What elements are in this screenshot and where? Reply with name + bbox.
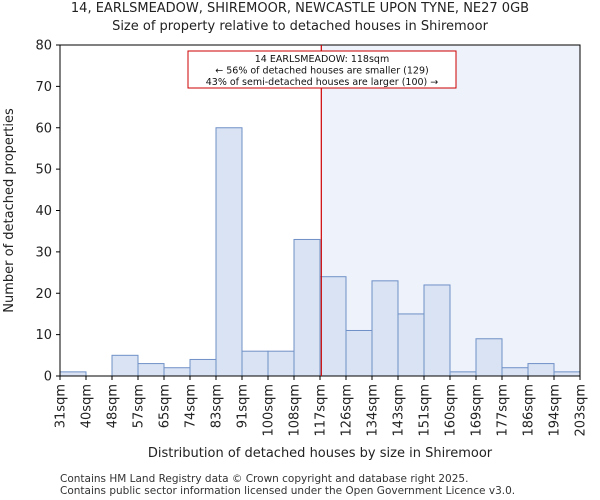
x-tick-label: 40sqm bbox=[80, 384, 95, 428]
histogram-bar bbox=[345, 329, 373, 377]
histogram-bar bbox=[215, 127, 243, 377]
histogram-bar bbox=[501, 367, 529, 377]
histogram-bar bbox=[59, 371, 87, 377]
footer-line-2: Contains public sector information licen… bbox=[60, 485, 516, 497]
histogram-bar bbox=[371, 280, 399, 377]
x-tick-label: 126sqm bbox=[340, 384, 355, 437]
histogram-bar bbox=[293, 238, 321, 377]
histogram-bar bbox=[241, 350, 269, 377]
x-tick-label: 83sqm bbox=[210, 384, 225, 428]
annotation-line-1: 14 EARLSMEADOW: 118sqm bbox=[255, 54, 389, 65]
y-tick-label: 60 bbox=[35, 121, 52, 136]
histogram-bar bbox=[267, 350, 295, 377]
y-tick-label: 40 bbox=[35, 204, 52, 219]
y-tick-label: 50 bbox=[35, 163, 52, 178]
histogram-bar bbox=[163, 367, 191, 377]
histogram-bar bbox=[319, 276, 347, 377]
histogram-bar bbox=[423, 284, 451, 377]
x-tick-label: 31sqm bbox=[54, 384, 69, 428]
x-tick-label: 74sqm bbox=[184, 384, 199, 428]
x-tick-label: 203sqm bbox=[574, 384, 589, 437]
x-tick-label: 143sqm bbox=[392, 384, 407, 437]
x-tick-label: 48sqm bbox=[106, 384, 121, 428]
histogram-bar bbox=[553, 371, 581, 377]
chart-subtitle: Size of property relative to detached ho… bbox=[112, 19, 488, 34]
x-tick-label: 186sqm bbox=[522, 384, 537, 437]
annotation-line-3: 43% of semi-detached houses are larger (… bbox=[206, 77, 439, 88]
x-tick-label: 194sqm bbox=[548, 384, 563, 437]
y-tick-label: 10 bbox=[35, 328, 52, 343]
annotation-box bbox=[187, 50, 457, 89]
footer-line-1: Contains HM Land Registry data © Crown c… bbox=[60, 473, 469, 485]
annotation-line-2: ← 56% of detached houses are smaller (12… bbox=[215, 66, 428, 77]
histogram-chart: 0 10 20 30 40 50 60 70 80 31sqm 40sqm 48sqm 57sqm 65s… bbox=[2, 39, 589, 462]
histogram-bar bbox=[137, 363, 165, 377]
y-tick-label: 30 bbox=[35, 245, 52, 260]
x-tick-label: 100sqm bbox=[262, 384, 277, 437]
histogram-bar bbox=[449, 371, 477, 377]
y-tick-label: 80 bbox=[35, 39, 52, 54]
x-tick-label: 65sqm bbox=[158, 384, 173, 428]
x-axis-label: Distribution of detached houses by size … bbox=[148, 446, 493, 461]
x-tick-label: 134sqm bbox=[366, 384, 381, 437]
x-tick-label: 177sqm bbox=[496, 384, 511, 437]
x-tick-label: 91sqm bbox=[236, 384, 251, 428]
histogram-bar bbox=[189, 358, 217, 377]
histogram-bar bbox=[475, 338, 503, 377]
y-tick-label: 0 bbox=[44, 370, 52, 385]
histogram-bar bbox=[527, 363, 555, 377]
x-tick-label: 57sqm bbox=[132, 384, 147, 428]
x-tick-label: 117sqm bbox=[314, 384, 329, 437]
chart-title: 14, EARLSMEADOW, SHIREMOOR, NEWCASTLE UP… bbox=[70, 1, 530, 16]
histogram-bar bbox=[111, 354, 139, 377]
x-tick-label: 151sqm bbox=[418, 384, 433, 437]
x-tick-label: 169sqm bbox=[470, 384, 485, 437]
histogram-bar bbox=[397, 313, 425, 377]
y-tick-label: 70 bbox=[35, 80, 52, 95]
x-tick-label: 108sqm bbox=[288, 384, 303, 437]
y-tick-label: 20 bbox=[35, 287, 52, 302]
y-axis-label: Number of detached properties bbox=[2, 108, 17, 313]
x-tick-label: 160sqm bbox=[444, 384, 459, 437]
larger-region-highlight bbox=[321, 45, 580, 376]
